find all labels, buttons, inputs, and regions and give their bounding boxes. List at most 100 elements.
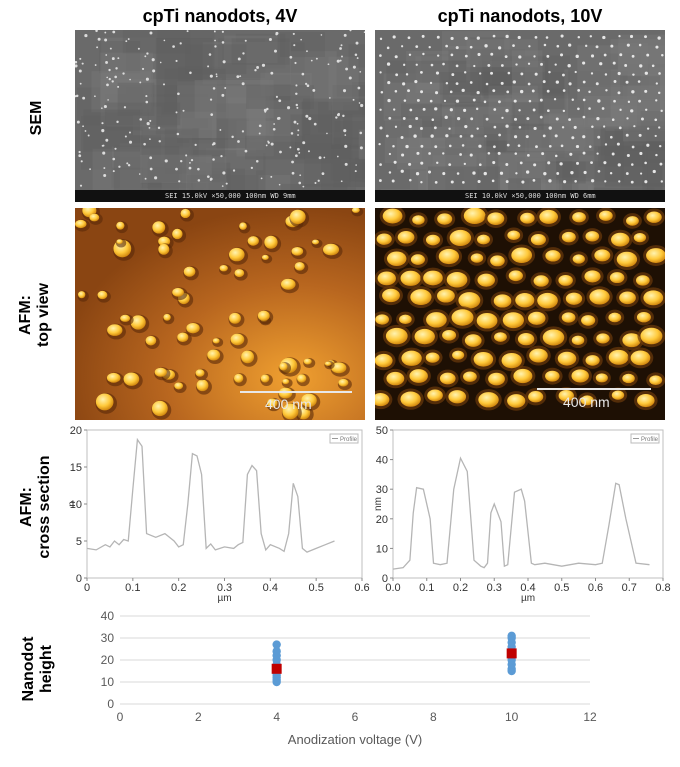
- sem-nanodot: [79, 184, 83, 187]
- sem-nanodot: [344, 134, 347, 136]
- sem-nanodot: [394, 90, 398, 93]
- sem-nanodot: [591, 179, 595, 183]
- sem-nanodot: [215, 75, 218, 78]
- sem-nanodot: [305, 114, 309, 118]
- row-label-sem-text: SEM: [28, 100, 45, 136]
- sem-nanodot: [429, 99, 433, 103]
- sem-noise: [236, 120, 274, 157]
- sem-nanodot: [532, 108, 536, 112]
- sem-nanodot: [576, 161, 580, 165]
- afm-nanodot: [619, 291, 636, 305]
- sem-nanodot: [506, 90, 510, 94]
- sem-nanodot: [394, 55, 398, 59]
- sem-nanodot: [563, 180, 567, 184]
- afm-nanodot: [490, 255, 505, 267]
- sem-nanodot: [295, 84, 298, 87]
- sem-nanodot: [82, 125, 84, 128]
- sem-nanodot: [298, 181, 302, 185]
- sem-nanodot: [500, 81, 504, 85]
- sem-noise: [511, 50, 543, 103]
- sem-nanodot: [81, 62, 84, 65]
- afm-nanodot: [478, 392, 499, 408]
- sem-nanodot: [638, 99, 641, 103]
- sem-nanodot: [589, 35, 593, 38]
- sem-noise: [290, 114, 353, 159]
- x-tick-label: 0.1: [419, 582, 434, 594]
- sem-nanodot: [562, 73, 565, 77]
- sem-nanodot: [194, 143, 197, 147]
- sem-noise: [126, 38, 213, 97]
- sem-nanodot: [546, 54, 550, 58]
- sem-nanodot: [630, 180, 634, 184]
- sem-noise: [185, 44, 247, 75]
- sem-nanodot: [436, 161, 439, 164]
- sem-nanodot: [175, 167, 178, 171]
- afm-nanodot: [427, 389, 443, 402]
- sem-nanodot: [443, 99, 447, 103]
- sem-nanodot: [416, 98, 420, 102]
- sem-nanodot: [75, 64, 78, 68]
- afm-nanodot: [561, 312, 576, 323]
- sem-nanodot: [139, 81, 142, 84]
- sem-nanodot: [355, 41, 359, 45]
- sem-noise: [164, 128, 199, 174]
- x-tick-label: 8: [430, 710, 437, 724]
- afm-nanodot: [529, 348, 548, 363]
- sem-nanodot: [456, 116, 461, 121]
- afm-nanodot: [448, 390, 467, 404]
- sem-nanodot: [352, 98, 355, 101]
- y-tick-label: 15: [70, 462, 82, 474]
- sem-nanodot: [363, 31, 365, 34]
- sem-noise: [205, 148, 257, 190]
- sem-nanodot: [626, 153, 630, 158]
- afm-nanodot: [385, 327, 408, 345]
- sem-nanodot: [449, 90, 453, 94]
- sem-noise: [593, 187, 655, 190]
- sem-nanodot: [306, 50, 308, 53]
- sem-nanodot: [272, 127, 276, 131]
- sem-nanodot: [149, 119, 152, 122]
- sem-nanodot: [547, 109, 550, 113]
- sem-nanodot: [293, 120, 297, 124]
- sem-nanodot: [435, 91, 439, 95]
- sem-nanodot: [299, 174, 302, 177]
- sem-nanodot: [462, 181, 465, 184]
- afm-nanodot: [520, 212, 535, 224]
- sem-noise: [425, 169, 479, 190]
- sem-nanodot: [459, 153, 462, 156]
- sem-nanodot: [295, 92, 298, 96]
- sem-nanodot: [571, 136, 575, 140]
- sem-nanodot: [498, 100, 501, 104]
- sem-nanodot: [604, 73, 608, 76]
- sem-nanodot: [442, 172, 446, 176]
- scale-bar-10v: [537, 388, 651, 390]
- afm-nanodot: [230, 333, 245, 346]
- row-label-afm-cross-line2: cross section: [36, 455, 53, 559]
- sem-nanodot: [355, 164, 357, 166]
- sem-noise: [599, 53, 641, 106]
- sem-noise: [418, 170, 456, 190]
- sem-nanodot: [242, 52, 245, 55]
- sem-nanodot: [498, 133, 501, 137]
- sem-nanodot: [624, 64, 628, 67]
- sem-nanodot: [112, 157, 116, 161]
- sem-noise: [113, 145, 180, 190]
- afm-nanodot: [581, 315, 596, 326]
- sem-noise: [598, 146, 645, 167]
- sem-nanodot: [661, 54, 664, 57]
- afm-nanodot: [106, 372, 121, 383]
- y-tick-label: 0: [107, 697, 114, 711]
- sem-nanodot: [210, 113, 214, 116]
- sem-noise: [331, 96, 365, 145]
- afm-nanodot: [297, 374, 307, 383]
- sem-nanodot: [117, 57, 120, 60]
- sem-nanodot: [464, 36, 468, 40]
- sem-nanodot: [478, 144, 482, 148]
- sem-noise: [355, 178, 365, 190]
- sem-nanodot: [143, 142, 146, 146]
- sem-nanodot: [176, 132, 180, 136]
- sem-nanodot: [568, 118, 571, 121]
- sem-noise: [432, 155, 477, 190]
- sem-nanodot: [532, 178, 536, 182]
- sem-nanodot: [295, 154, 298, 158]
